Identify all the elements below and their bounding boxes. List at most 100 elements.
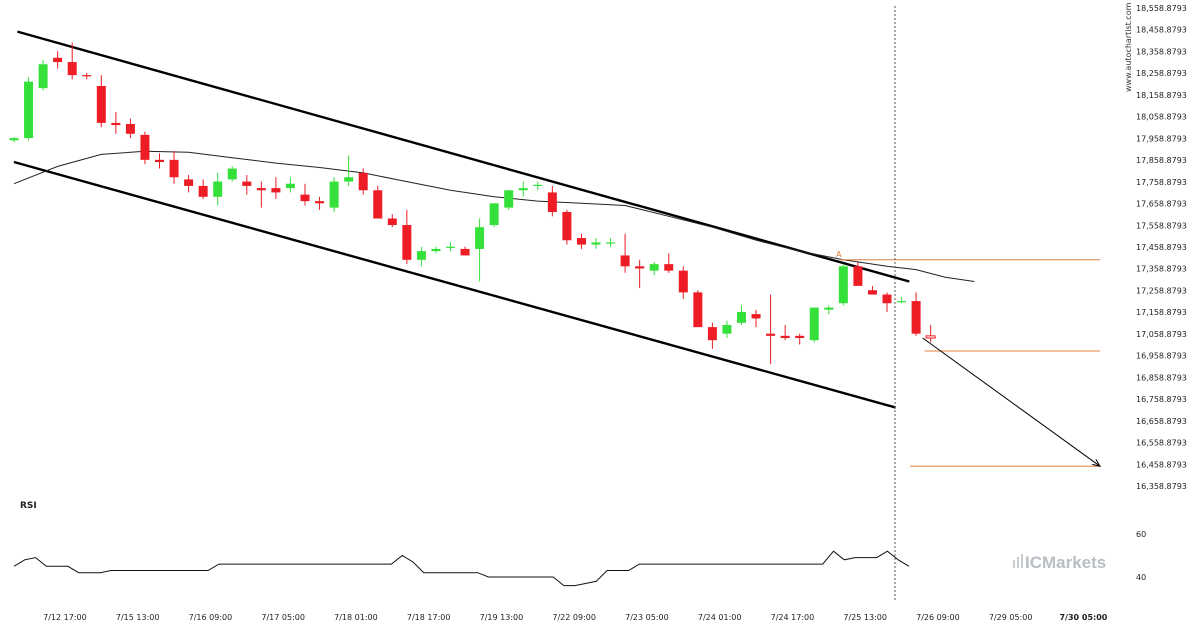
candle-body bbox=[853, 266, 863, 286]
time-tick-label: 7/25 13:00 bbox=[843, 613, 887, 622]
candle bbox=[329, 177, 339, 212]
candle-body bbox=[373, 190, 383, 219]
brand-logo-icon bbox=[1013, 554, 1023, 568]
candle-body bbox=[751, 314, 761, 319]
candle bbox=[111, 112, 121, 134]
candle bbox=[9, 137, 19, 143]
candle bbox=[635, 259, 645, 289]
candles bbox=[9, 42, 936, 365]
channel-upper-line bbox=[17, 30, 910, 283]
price-tick-label: 17,458.8793 bbox=[1136, 243, 1187, 252]
projection-arrowhead bbox=[1092, 459, 1102, 467]
candle-body bbox=[737, 311, 746, 323]
candle-body bbox=[344, 177, 354, 182]
candle-body bbox=[838, 266, 848, 304]
candle-body bbox=[533, 184, 543, 187]
candle bbox=[925, 324, 936, 343]
candle-body bbox=[184, 179, 194, 186]
candle-body bbox=[271, 188, 281, 193]
candle bbox=[664, 253, 674, 273]
candle bbox=[897, 296, 907, 304]
candle-body bbox=[489, 203, 499, 226]
candle-body bbox=[9, 138, 19, 141]
candle-body bbox=[722, 324, 732, 334]
price-tick-label: 17,558.8793 bbox=[1136, 221, 1187, 230]
candle bbox=[344, 155, 354, 186]
candle bbox=[169, 151, 179, 184]
price-tick-label: 17,958.8793 bbox=[1136, 134, 1187, 143]
price-tick-label: 16,558.8793 bbox=[1136, 439, 1187, 448]
candle bbox=[460, 246, 470, 256]
projection-line bbox=[922, 337, 1101, 467]
candle-body bbox=[925, 335, 936, 339]
price-tick-label: 16,958.8793 bbox=[1136, 352, 1187, 361]
candle bbox=[722, 320, 732, 339]
time-tick-label: 7/18 01:00 bbox=[334, 613, 378, 622]
candle bbox=[751, 309, 761, 328]
candle bbox=[140, 131, 150, 165]
candle bbox=[853, 261, 863, 286]
brand-logo-text: ICMarkets bbox=[1025, 553, 1106, 572]
moving-average bbox=[13, 150, 975, 282]
price-tick-label: 18,258.8793 bbox=[1136, 69, 1187, 78]
candle bbox=[693, 290, 703, 328]
candle-body bbox=[606, 242, 616, 244]
candle bbox=[678, 266, 688, 299]
rsi-panel: RSI 60 40 bbox=[13, 501, 1146, 587]
candle-body bbox=[897, 301, 907, 303]
time-tick-label: 7/30 05:00 bbox=[1059, 613, 1107, 622]
candle-body bbox=[693, 292, 703, 328]
candle-body bbox=[649, 264, 659, 271]
time-tick-label: 7/26 09:00 bbox=[916, 613, 960, 622]
price-tick-label: 17,858.8793 bbox=[1136, 156, 1187, 165]
price-tick-label: 17,658.8793 bbox=[1136, 200, 1187, 209]
candle-body bbox=[635, 266, 645, 269]
candle bbox=[96, 75, 106, 128]
watermark-site: www.autochartist.com bbox=[1124, 2, 1133, 92]
price-tick-label: 18,058.8793 bbox=[1136, 113, 1187, 122]
brand-logo-prefix: IC bbox=[1025, 553, 1042, 572]
candle-body bbox=[329, 181, 339, 208]
price-tick-label: 17,258.8793 bbox=[1136, 286, 1187, 295]
candle-body bbox=[155, 159, 164, 163]
brand-logo-suffix: Markets bbox=[1042, 553, 1106, 572]
candle-body bbox=[766, 333, 776, 336]
candle-body bbox=[547, 192, 557, 212]
candle-body bbox=[402, 225, 412, 260]
candle bbox=[82, 72, 92, 80]
rsi-tick-label: 60 bbox=[1136, 530, 1146, 539]
candle-body bbox=[140, 134, 150, 160]
candle bbox=[315, 196, 325, 210]
price-tick-label: 16,658.8793 bbox=[1136, 417, 1187, 426]
price-axis: 18,558.8793 18,458.8793 18,358.8793 18,258.… bbox=[1136, 4, 1187, 491]
candle bbox=[446, 242, 455, 252]
price-tick-label: 18,458.8793 bbox=[1136, 26, 1187, 35]
candle bbox=[431, 246, 441, 254]
candle bbox=[198, 179, 208, 199]
candle bbox=[475, 218, 485, 282]
price-levels bbox=[840, 259, 1100, 467]
pattern-point-label: A bbox=[836, 250, 842, 259]
time-tick-label: 7/23 05:00 bbox=[625, 613, 669, 622]
brand-logo: ICMarkets bbox=[1013, 553, 1106, 572]
candle-body bbox=[67, 62, 77, 76]
candle bbox=[213, 172, 223, 206]
candle bbox=[402, 209, 412, 265]
time-tick-label: 7/12 17:00 bbox=[43, 613, 87, 622]
candle bbox=[489, 203, 499, 228]
candle bbox=[256, 181, 266, 208]
candle-body bbox=[446, 246, 455, 248]
candle-body bbox=[24, 81, 34, 139]
time-axis: 7/12 17:00 7/15 13:00 7/16 09:00 7/17 05:00… bbox=[43, 613, 1108, 622]
candle-body bbox=[82, 75, 92, 77]
candle-body bbox=[285, 183, 295, 189]
price-tick-label: 17,358.8793 bbox=[1136, 265, 1187, 274]
candle bbox=[591, 238, 601, 249]
candle-body bbox=[809, 307, 819, 341]
candle bbox=[67, 42, 77, 80]
candle bbox=[38, 59, 48, 91]
price-tick-label: 17,058.8793 bbox=[1136, 330, 1187, 339]
candle-body bbox=[96, 85, 106, 123]
candle bbox=[300, 183, 310, 206]
